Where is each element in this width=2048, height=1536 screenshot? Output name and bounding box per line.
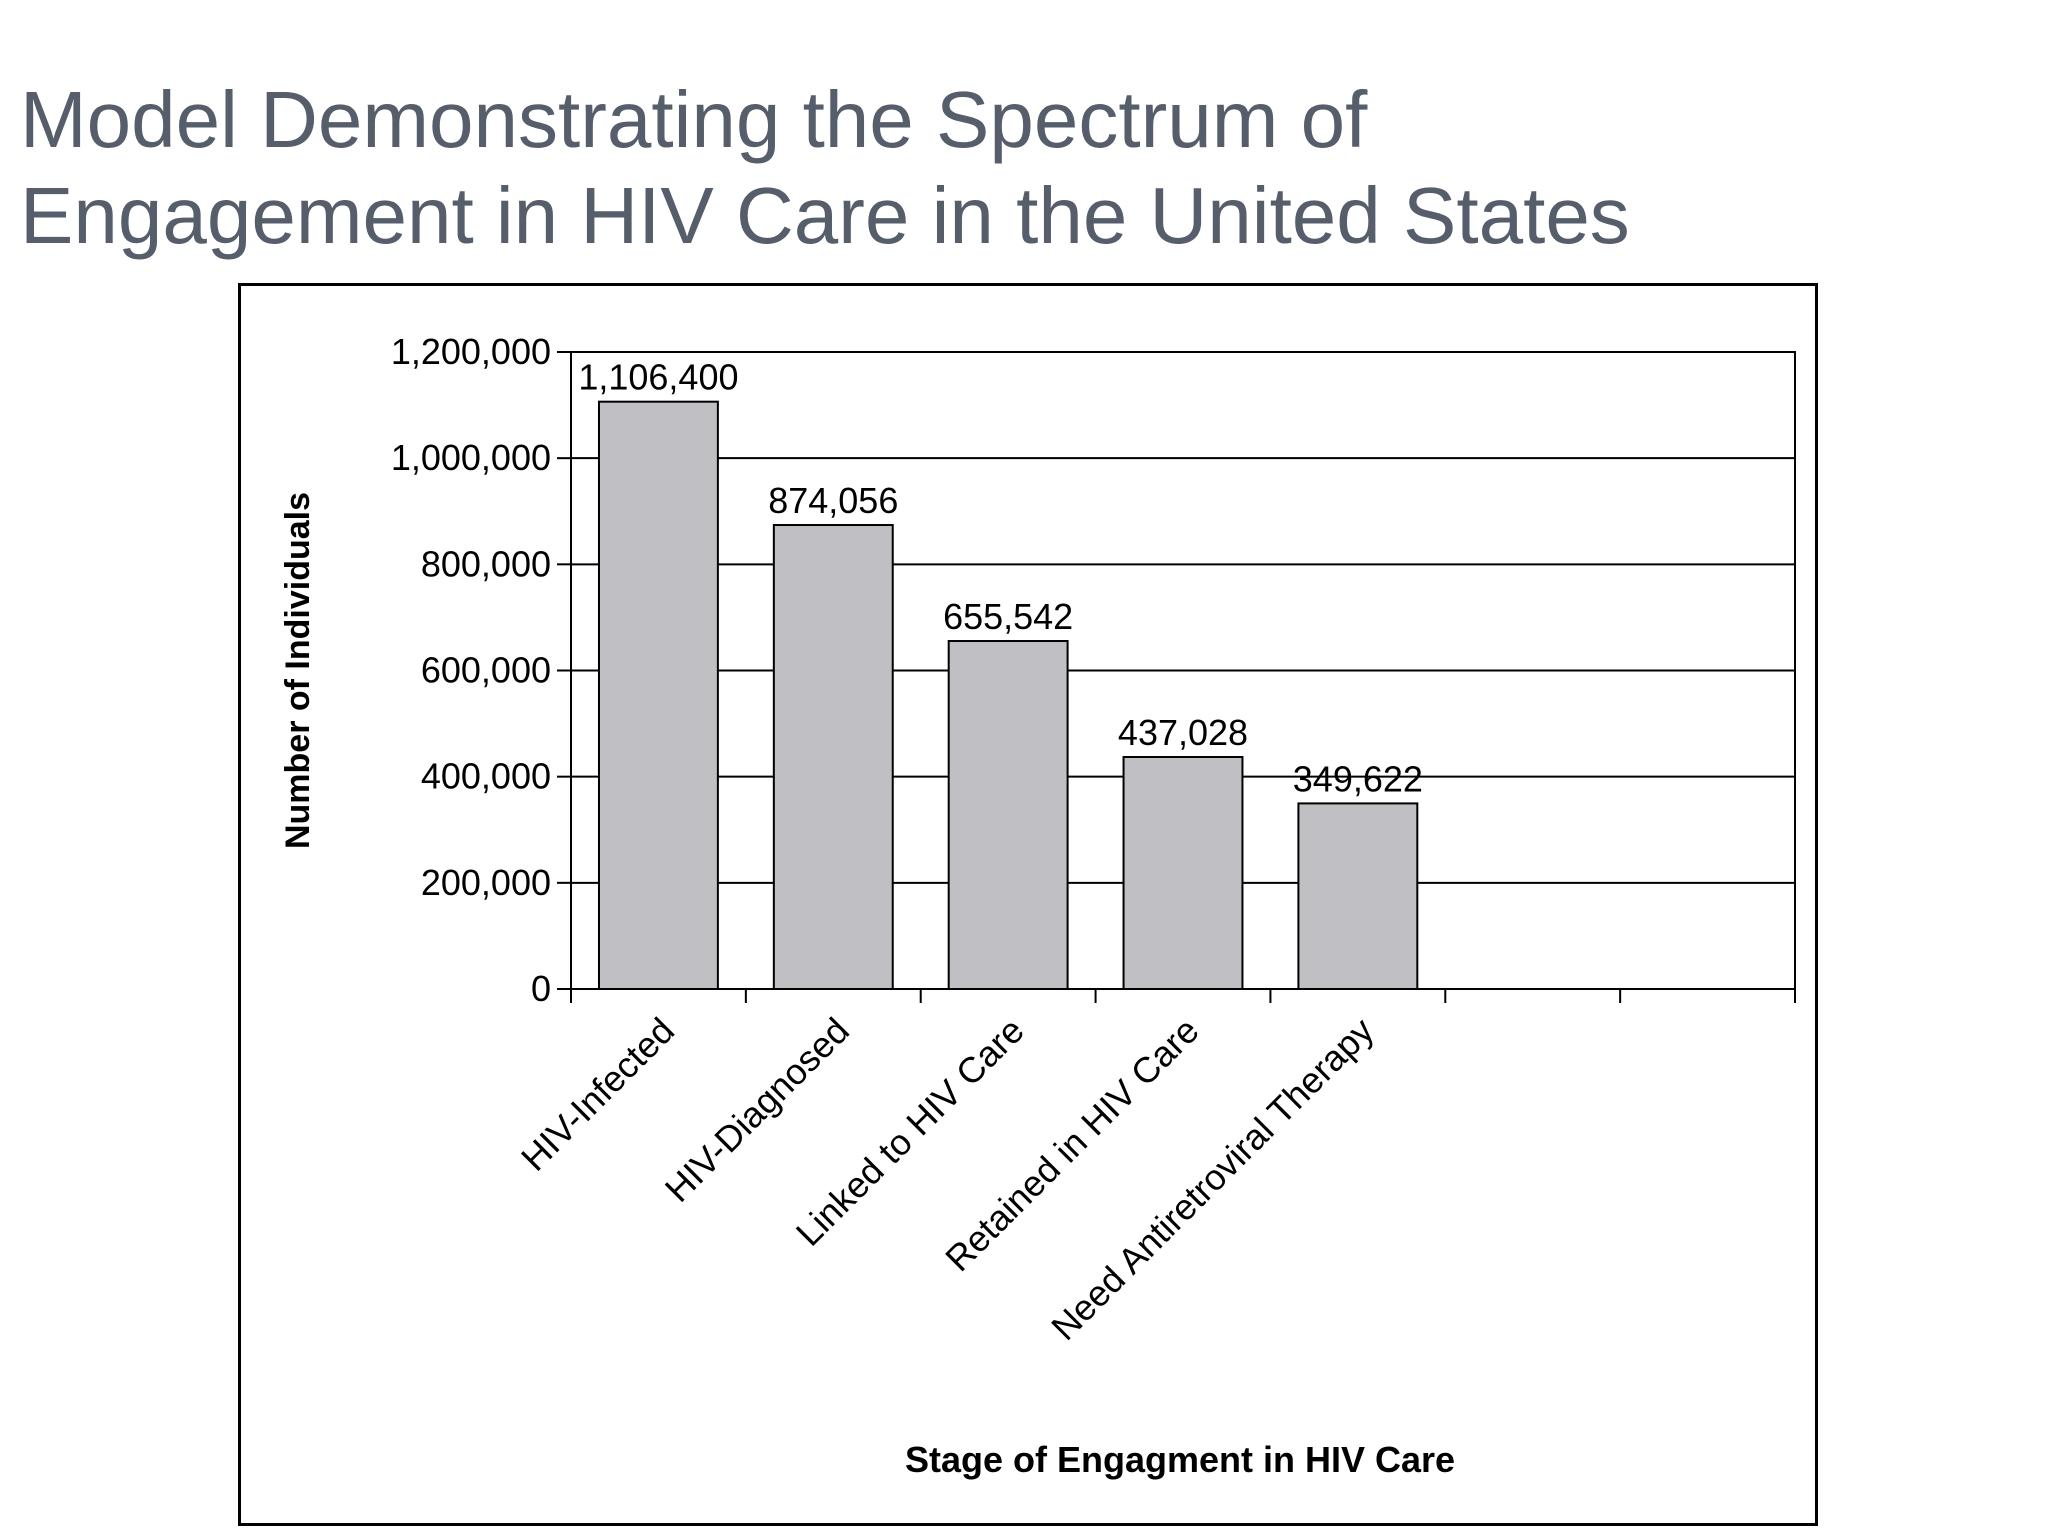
slide-title-line-2: Engagement in HIV Care in the United Sta… xyxy=(20,171,1630,260)
y-tick-label: 1,200,000 xyxy=(391,331,551,372)
data-label-4: 437,028 xyxy=(1118,712,1248,753)
y-tick-label: 0 xyxy=(531,968,551,1009)
data-label-3: 655,542 xyxy=(943,596,1073,637)
data-label-5: 349,622 xyxy=(1293,758,1423,799)
bar-5 xyxy=(1297,802,1419,991)
chart-frame: 0 200,000 400,000 600,000 800,000 1,000,000 1,… xyxy=(238,283,1818,1526)
data-label-2: 874,056 xyxy=(768,480,898,521)
bar-2 xyxy=(772,524,894,990)
bar-4 xyxy=(1122,756,1244,990)
y-tick-label: 200,000 xyxy=(421,862,551,903)
bar-3 xyxy=(947,640,1069,990)
x-axis-title: Stage of Engagment in HIV Care xyxy=(905,1439,1455,1480)
slide-title: Model Demonstrating the Spectrum of Enga… xyxy=(20,72,1920,264)
category-label-1: HIV-Infected xyxy=(513,1010,682,1179)
y-tick-label: 400,000 xyxy=(421,756,551,797)
y-tick-label: 800,000 xyxy=(421,543,551,584)
y-axis-title: Number of Individuals xyxy=(279,492,317,849)
bar-chart: 0 200,000 400,000 600,000 800,000 1,000,000 1,… xyxy=(279,331,1796,1480)
category-label-5: Need Antiretroviral Therapy xyxy=(1043,1010,1381,1348)
data-label-1: 1,106,400 xyxy=(578,357,738,398)
slide-title-line-1: Model Demonstrating the Spectrum of xyxy=(20,75,1368,164)
y-tick-label: 1,000,000 xyxy=(391,437,551,478)
category-label-2: HIV-Diagnosed xyxy=(657,1010,857,1210)
y-tick-label: 600,000 xyxy=(421,650,551,691)
bar-1 xyxy=(597,400,719,991)
